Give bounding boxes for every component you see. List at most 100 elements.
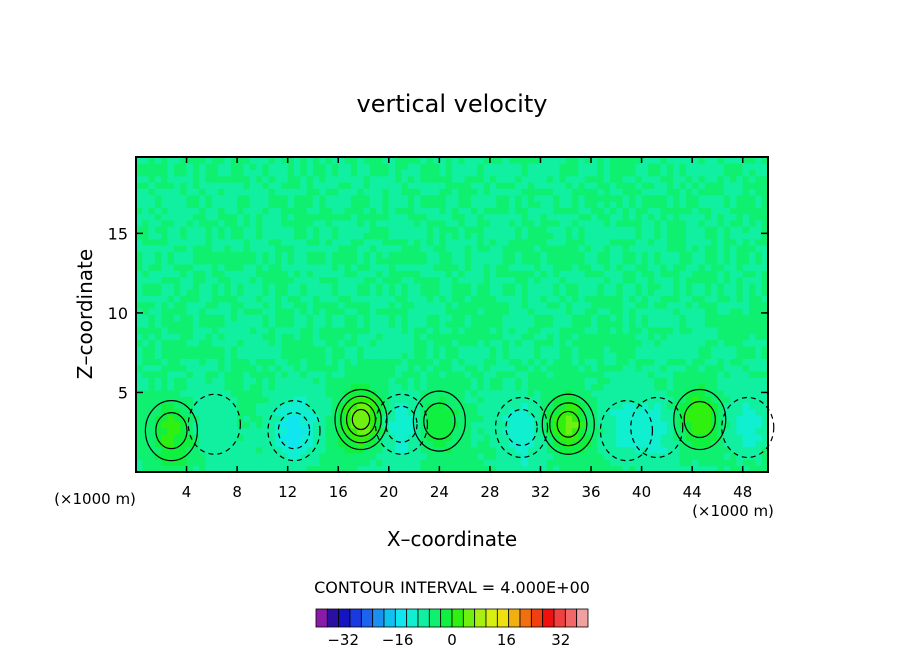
field-cell bbox=[154, 226, 162, 233]
field-cell bbox=[433, 314, 440, 322]
field-cell bbox=[502, 415, 510, 422]
field-cell bbox=[186, 157, 194, 164]
field-cell bbox=[635, 434, 642, 441]
field-cell bbox=[445, 188, 453, 196]
field-cell bbox=[287, 251, 295, 259]
field-cell bbox=[477, 251, 484, 259]
field-cell bbox=[363, 194, 371, 202]
field-cell bbox=[205, 194, 213, 202]
field-cell bbox=[508, 371, 516, 378]
field-cell bbox=[470, 327, 478, 334]
field-cell bbox=[717, 409, 725, 416]
field-cell bbox=[262, 251, 270, 259]
field-cell bbox=[458, 213, 466, 221]
field-cell bbox=[597, 308, 605, 315]
field-cell bbox=[660, 207, 668, 215]
field-cell bbox=[256, 276, 263, 284]
field-cell bbox=[167, 415, 175, 422]
field-cell bbox=[287, 465, 295, 473]
field-cell bbox=[464, 440, 472, 448]
field-cell bbox=[294, 264, 301, 271]
field-cell bbox=[148, 465, 156, 473]
field-cell bbox=[660, 364, 668, 372]
field-cell bbox=[407, 320, 415, 328]
field-cell bbox=[736, 346, 744, 353]
field-cell bbox=[167, 314, 175, 322]
field-cell bbox=[515, 257, 522, 265]
field-cell bbox=[218, 308, 225, 315]
field-cell bbox=[546, 301, 554, 309]
field-cell bbox=[414, 390, 421, 397]
field-cell bbox=[306, 364, 314, 372]
field-cell bbox=[660, 377, 668, 385]
field-cell bbox=[148, 415, 156, 422]
field-cell bbox=[666, 238, 674, 246]
field-cell bbox=[192, 377, 200, 385]
field-cell bbox=[711, 346, 718, 353]
field-cell bbox=[628, 440, 636, 448]
field-cell bbox=[540, 371, 548, 378]
field-cell bbox=[761, 213, 769, 221]
field-cell bbox=[243, 232, 251, 240]
field-cell bbox=[603, 346, 611, 353]
field-cell bbox=[502, 207, 510, 215]
field-cell bbox=[761, 421, 769, 429]
field-cell bbox=[205, 238, 213, 246]
field-cell bbox=[218, 421, 225, 429]
field-cell bbox=[717, 440, 725, 448]
field-cell bbox=[521, 446, 529, 454]
field-cell bbox=[679, 459, 687, 467]
field-cell bbox=[527, 175, 535, 183]
field-cell bbox=[628, 188, 636, 196]
field-cell bbox=[319, 371, 326, 378]
field-cell bbox=[256, 163, 263, 170]
field-cell bbox=[635, 364, 642, 372]
field-cell bbox=[736, 383, 744, 391]
field-cell bbox=[698, 213, 706, 221]
field-cell bbox=[376, 213, 383, 221]
field-cell bbox=[350, 201, 358, 208]
field-cell bbox=[262, 453, 270, 460]
field-cell bbox=[376, 220, 383, 227]
field-cell bbox=[154, 327, 162, 334]
field-cell bbox=[262, 175, 270, 183]
field-cell bbox=[167, 226, 175, 233]
field-cell bbox=[749, 232, 756, 240]
field-cell bbox=[685, 409, 693, 416]
field-cell bbox=[660, 169, 668, 177]
field-cell bbox=[142, 276, 150, 284]
field-cell bbox=[508, 264, 516, 271]
field-cell bbox=[445, 226, 453, 233]
field-cell bbox=[679, 453, 687, 460]
field-cell bbox=[186, 295, 194, 303]
field-cell bbox=[224, 264, 232, 271]
field-cell bbox=[256, 175, 263, 183]
field-cell bbox=[205, 453, 213, 460]
field-cell bbox=[319, 207, 326, 215]
field-cell bbox=[401, 346, 409, 353]
field-cell bbox=[256, 396, 263, 404]
field-cell bbox=[211, 283, 219, 290]
field-cell bbox=[464, 409, 472, 416]
field-cell bbox=[256, 339, 263, 347]
field-cell bbox=[148, 232, 156, 240]
field-cell bbox=[635, 346, 642, 353]
field-cell bbox=[420, 188, 428, 196]
field-cell bbox=[407, 352, 415, 359]
field-cell bbox=[679, 175, 687, 183]
field-cell bbox=[628, 289, 636, 296]
field-cell bbox=[433, 308, 440, 315]
field-cell bbox=[565, 308, 573, 315]
field-cell bbox=[167, 396, 175, 404]
field-cell bbox=[312, 220, 320, 227]
field-cell bbox=[673, 163, 680, 170]
field-cell bbox=[679, 383, 687, 391]
field-cell bbox=[591, 371, 598, 378]
field-cell bbox=[610, 434, 617, 441]
field-cell bbox=[395, 446, 402, 454]
field-cell bbox=[142, 169, 150, 177]
field-cell bbox=[553, 169, 560, 177]
field-cell bbox=[237, 175, 244, 183]
field-cell bbox=[287, 188, 295, 196]
field-cell bbox=[136, 409, 143, 416]
